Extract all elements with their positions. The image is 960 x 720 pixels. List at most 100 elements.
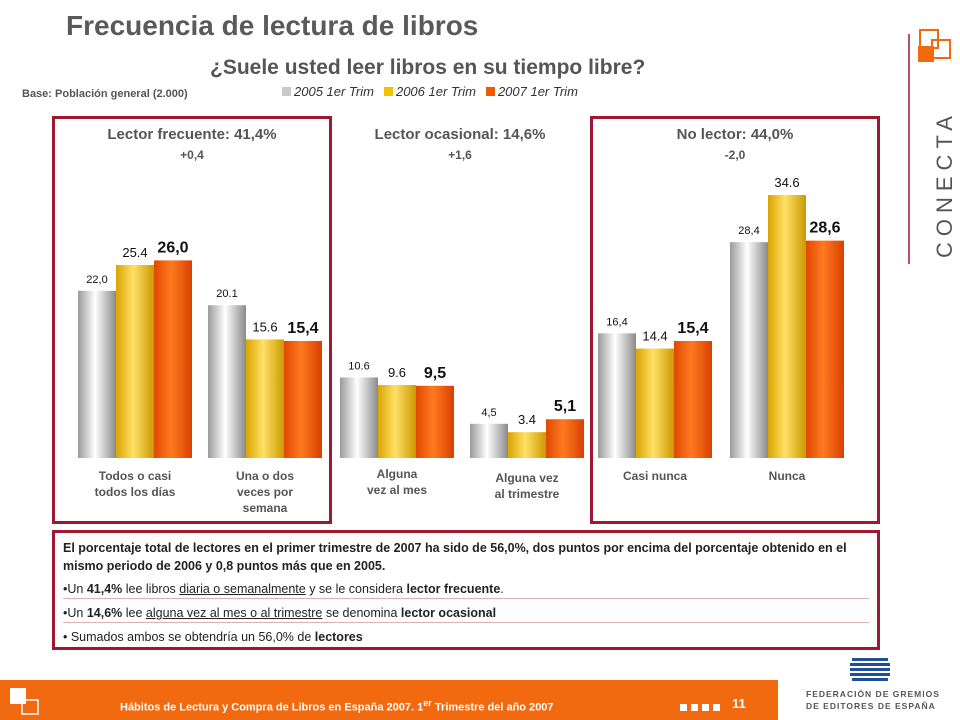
legend-label-2007: 2007 1er Trim — [497, 84, 578, 99]
summary-bullet-frequent: •Un 41,4% lee libros diaria o semanalmen… — [63, 580, 869, 599]
bar-6-2005-1er-trim — [730, 242, 768, 458]
category-label-line: vez al mes — [366, 483, 428, 497]
b1-mid: lee libros — [122, 582, 180, 596]
bar-6-2007-1er-trim — [806, 240, 844, 458]
federation-line2: DE EDITORES DE ESPAÑA — [806, 701, 936, 711]
bar-4-2006-1er-trim — [508, 432, 546, 458]
page-subtitle: ¿Suele usted leer libros en su tiempo li… — [210, 56, 646, 79]
b1-end: . — [500, 582, 504, 596]
bar-label-3-1: 10.6 — [348, 360, 369, 372]
b1-underlined: diaria o semanalmente — [179, 582, 306, 596]
base-note: Base: Población general (2.000) — [22, 88, 188, 100]
legend-label-2005: 2005 1er Trim — [294, 84, 374, 99]
legend-item-2006: 2006 1er Trim — [383, 84, 476, 99]
group-delta-nonreader: -2,0 — [724, 148, 746, 162]
summary-intro: El porcentaje total de lectores en el pr… — [63, 541, 847, 573]
bar-5-2007-1er-trim — [674, 340, 712, 458]
b2-pct: 14,6% — [86, 606, 123, 620]
bar-4-2007-1er-trim — [546, 419, 584, 458]
legend-item-2005: 2005 1er Trim — [282, 84, 374, 99]
category-label-line: Alguna vez — [495, 471, 559, 485]
federation-logo — [850, 658, 890, 681]
category-label-line: al trimestre — [494, 487, 560, 501]
bar-label-4-3: 5,1 — [554, 398, 576, 415]
legend-swatch-2006 — [383, 87, 393, 96]
group-title-frequent: Lector frecuente: 41,4% — [107, 126, 277, 143]
footer-text: Hábitos de Lectura y Compra de Libros en… — [120, 698, 554, 714]
bar-label-2-3: 15,4 — [287, 320, 318, 337]
b1-pct: 41,4% — [86, 582, 123, 596]
bar-2-2005-1er-trim — [208, 305, 246, 458]
bar-3-2007-1er-trim — [416, 385, 454, 458]
footer-logo-icon — [10, 688, 39, 715]
bar-label-1-3: 26,0 — [157, 239, 188, 256]
footer-text-main: Hábitos de Lectura y Compra de Libros en… — [120, 701, 424, 714]
bar-3-2006-1er-trim — [378, 385, 416, 458]
legend-swatch-2007 — [485, 87, 495, 96]
chart-legend: 2005 1er Trim 2006 1er Trim 2007 1er Tri… — [282, 84, 588, 99]
category-label-2: Una o dos veces por semana — [205, 468, 325, 516]
legend-swatch-2005 — [282, 87, 291, 96]
frequent-reader-frame — [52, 116, 332, 524]
bar-4-2005-1er-trim — [470, 423, 508, 458]
bar-label-5-1: 16,4 — [606, 316, 627, 328]
category-label-6: Nunca — [727, 468, 847, 484]
summary-box: El porcentaje total de lectores en el pr… — [52, 530, 880, 650]
federation-line1: FEDERACIÓN DE GREMIOS — [806, 689, 940, 699]
category-label-line: semana — [242, 501, 288, 515]
footer-dots-icon — [680, 704, 724, 711]
bar-label-1-2: 25.4 — [122, 245, 147, 260]
footer-text-end: Trimestre del año 2007 — [431, 701, 554, 714]
b2-pre: •Un — [63, 606, 87, 620]
conecta-wordmark: CONECTA — [932, 110, 957, 258]
bar-6-2006-1er-trim — [768, 195, 806, 459]
b1-post: y se le considera — [305, 582, 407, 596]
group-title-nonreader: No lector: 44,0% — [676, 126, 794, 143]
category-label-line: Una o dos — [235, 469, 294, 483]
footer-text-sup: er — [423, 698, 432, 708]
bar-label-4-2: 3.4 — [518, 412, 536, 427]
group-delta-frequent: +0,4 — [180, 148, 204, 162]
bar-label-3-2: 9.6 — [388, 365, 406, 380]
b1-pre: •Un — [63, 582, 87, 596]
bar-2-2006-1er-trim — [246, 339, 284, 458]
group-title-occasional: Lector ocasional: 14,6% — [374, 126, 546, 143]
bar-label-4-1: 4,5 — [481, 407, 496, 419]
conecta-logo: CONECTA — [908, 29, 957, 264]
bar-label-6-2: 34.6 — [774, 175, 799, 190]
bar-label-3-3: 9,5 — [424, 365, 446, 382]
summary-bullet-occasional: •Un 14,6% lee alguna vez al mes o al tri… — [63, 604, 869, 623]
category-label-line: Nunca — [768, 469, 806, 483]
category-label-4: Alguna vez al trimestre — [467, 470, 587, 502]
b2-post: se denomina — [322, 606, 401, 620]
b2-mid: lee — [122, 606, 146, 620]
bar-label-1-1: 22,0 — [86, 274, 107, 286]
bar-1-2007-1er-trim — [154, 260, 192, 458]
category-label-3: Alguna vez al mes — [337, 466, 457, 498]
page-number: 11 — [732, 696, 746, 711]
category-label-line: Casi nunca — [622, 469, 688, 483]
bar-2-2007-1er-trim — [284, 340, 322, 458]
bar-label-2-2: 15.6 — [252, 319, 277, 334]
bar-5-2006-1er-trim — [636, 348, 674, 458]
category-label-line: Alguna — [376, 467, 418, 481]
group-delta-occasional: +1,6 — [448, 148, 472, 162]
category-label-5: Casi nunca — [595, 468, 715, 484]
bar-label-5-2: 14.4 — [642, 329, 667, 344]
summary-bullet-total: • Sumados ambos se obtendría un 56,0% de… — [63, 628, 869, 646]
b3-pre: • Sumados ambos se obtendría un 56,0% de — [63, 630, 315, 644]
bar-5-2005-1er-trim — [598, 333, 636, 458]
bar-1-2005-1er-trim — [78, 290, 116, 458]
bar-label-6-3: 28,6 — [809, 220, 840, 237]
category-label-line: veces por — [236, 485, 294, 499]
b2-term: lector ocasional — [400, 606, 497, 620]
non-reader-frame — [590, 116, 880, 524]
bar-3-2005-1er-trim — [340, 377, 378, 458]
b3-term: lectores — [314, 630, 363, 644]
category-label-1: Todos o casi todos los días — [75, 468, 195, 500]
b2-underlined: alguna vez al mes o al trimestre — [145, 606, 323, 620]
page-title: Frecuencia de lectura de libros — [66, 10, 479, 41]
legend-item-2007: 2007 1er Trim — [485, 84, 578, 99]
bar-1-2006-1er-trim — [116, 264, 154, 458]
